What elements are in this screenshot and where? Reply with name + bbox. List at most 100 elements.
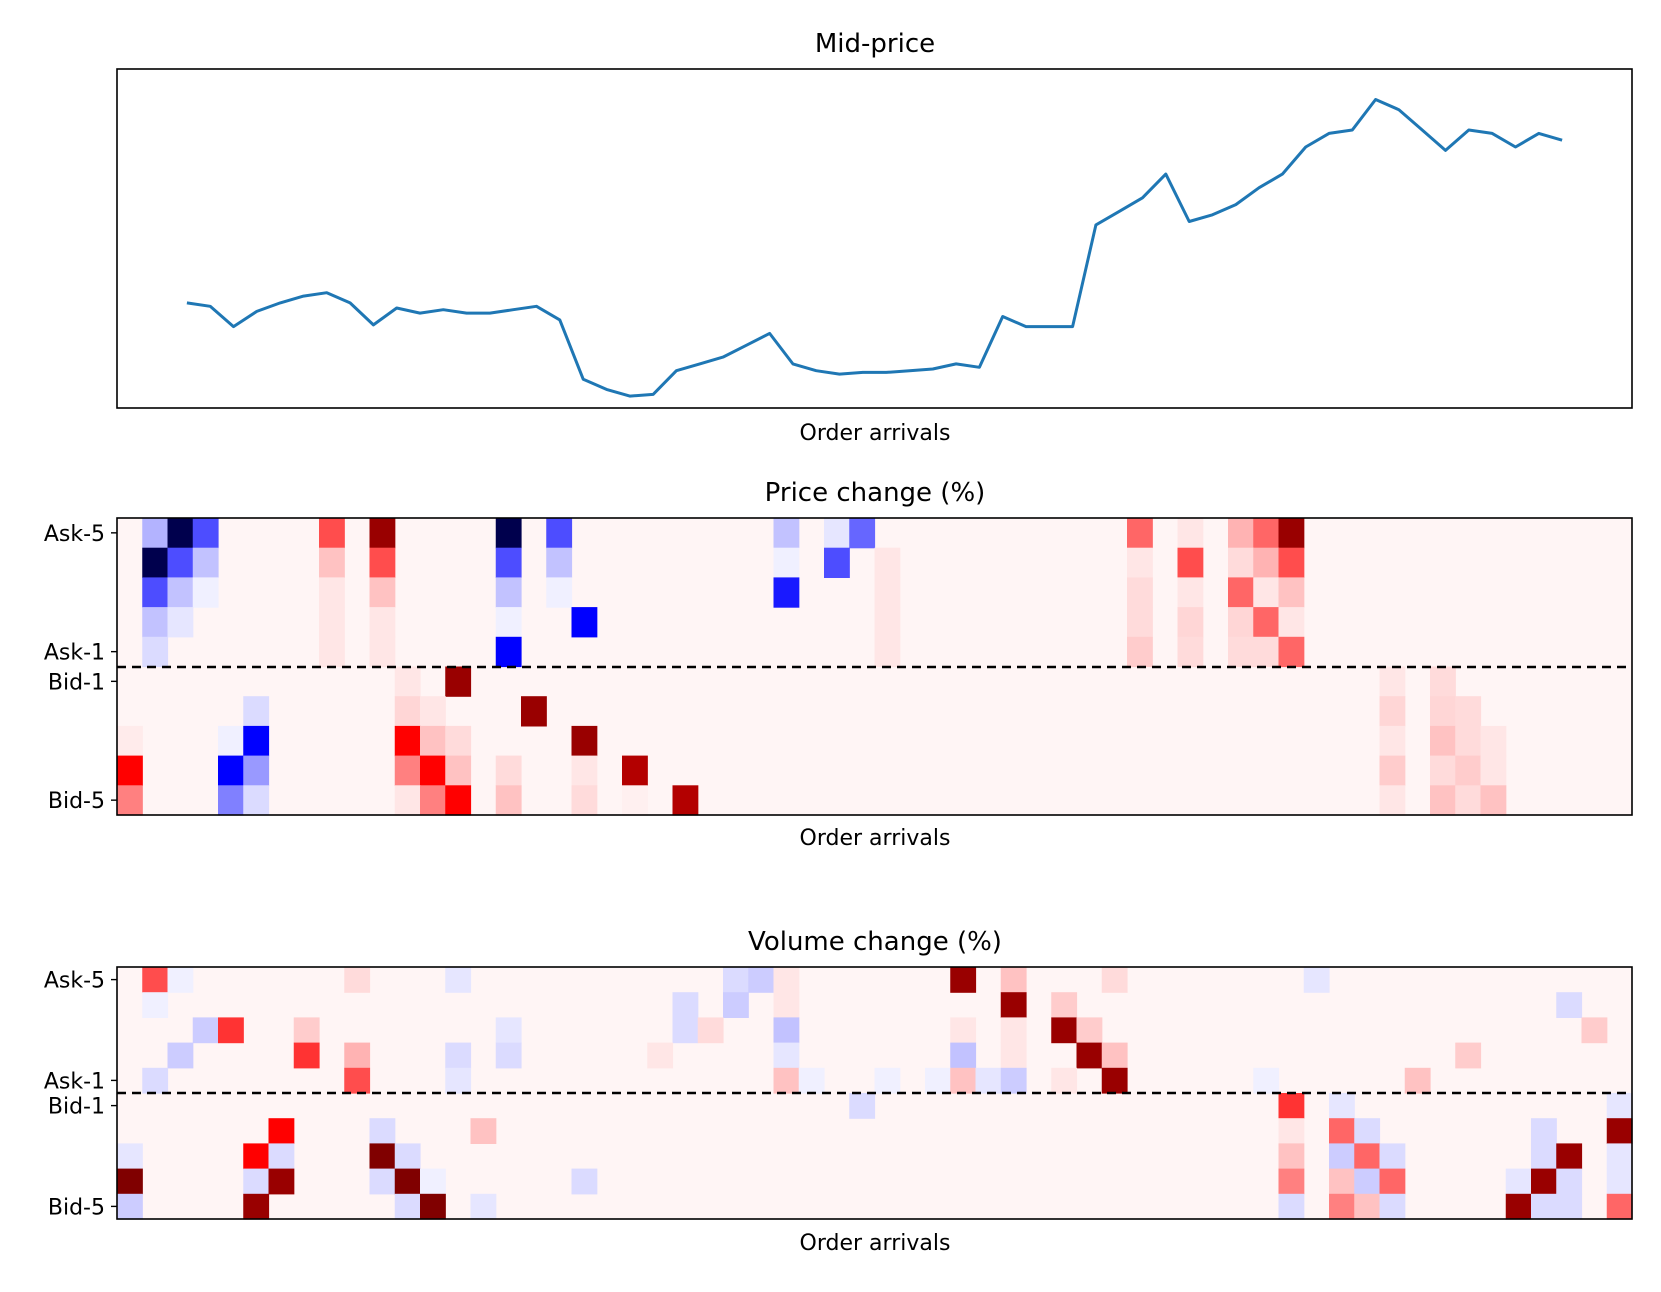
volume-change-heatmap-cell (1076, 1042, 1103, 1069)
volume-change-heatmap-cell (1606, 1118, 1633, 1144)
price-change-heatmap-cell (1228, 577, 1254, 608)
volume-change-heatmap-cell (369, 1143, 396, 1170)
midprice-xlabel: Order arrivals (800, 421, 951, 446)
volume-change-heatmap-cell (571, 1168, 598, 1195)
volume-change-heatmap-cell (1606, 1143, 1633, 1170)
midprice-series-line-0 (186, 98, 1563, 398)
volume-change-heatmap-cell (344, 1067, 371, 1094)
price-change-heatmap-cell (369, 607, 396, 638)
volume-change-heatmap-cell (470, 1193, 497, 1220)
volume-change-heatmap-cell (1000, 1042, 1027, 1069)
volume-change-heatmap-cell (647, 1042, 674, 1069)
volume-change-heatmap-cell (293, 1017, 320, 1044)
volume-change-heatmap-cell (268, 1143, 295, 1170)
price-change-ytick-label: Bid-1 (48, 670, 105, 695)
volume-change-heatmap-cell (950, 1042, 977, 1069)
price-change-heatmap-cell (218, 755, 244, 786)
volume-change-heatmap-cell (394, 1143, 421, 1170)
volume-change-heatmap-cell (1505, 1193, 1532, 1220)
price-change-heatmap-cell (1430, 696, 1456, 727)
volume-change-heatmap-cell (773, 967, 800, 993)
volume-change-title: Volume change (%) (748, 927, 1002, 957)
price-change-heatmap-cell (1228, 607, 1254, 638)
volume-change-heatmap-cell (1556, 1143, 1583, 1170)
price-change-heatmap-cell (1455, 755, 1482, 786)
volume-change-heatmap-cell (167, 1042, 194, 1069)
volume-change-heatmap-cell (975, 1067, 1002, 1094)
price-change-heatmap-cell (117, 785, 143, 816)
volume-change-heatmap-cell (1253, 1067, 1280, 1094)
volume-change-heatmap-cell (1101, 1067, 1128, 1094)
price-change-heatmap-cell (1127, 607, 1153, 638)
volume-change-heatmap-cell (1556, 1168, 1583, 1195)
volume-change-heatmap-cell (1303, 967, 1330, 993)
volume-change-heatmap-cell (1278, 1193, 1305, 1220)
volume-change-heatmap-cell (445, 1042, 472, 1069)
volume-change-heatmap-cell (117, 1143, 143, 1170)
price-change-heatmap-cell (1177, 547, 1204, 578)
price-change-heatmap-cell (546, 547, 573, 578)
price-change-heatmap-cell (495, 607, 522, 638)
price-change-heatmap-cell (874, 607, 901, 638)
price-change-xlabel: Order arrivals (800, 826, 951, 851)
volume-change-heatmap-cell (243, 1193, 270, 1220)
volume-change-heatmap-cell (1556, 992, 1583, 1018)
price-change-heatmap-cell (773, 547, 800, 578)
volume-change-heatmap-cell (950, 967, 977, 993)
volume-change-heatmap-cell (1379, 1143, 1406, 1170)
midprice-axes-frame (116, 68, 1633, 409)
volume-change-heatmap-cell (672, 1017, 699, 1044)
price-change-heatmap-cell (1253, 607, 1280, 638)
volume-change-heatmap-cell (1379, 1193, 1406, 1220)
price-change-heatmap-cell (1253, 577, 1280, 608)
volume-change-heatmap-cell (344, 1042, 371, 1069)
price-change-heatmap-cell (773, 518, 800, 549)
volume-change-heatmap-cell (142, 1067, 169, 1094)
price-change-heatmap-cell (1228, 547, 1254, 578)
volume-change-heatmap-cell (1556, 1193, 1583, 1220)
price-change-heatmap-cell (1177, 636, 1204, 668)
price-change-heatmap-cell (571, 725, 598, 757)
price-change-title: Price change (%) (765, 478, 986, 508)
volume-change-heatmap-cell (1404, 1067, 1431, 1094)
volume-change-heatmap-cell (1278, 1118, 1305, 1144)
price-change-heatmap-cell (1253, 518, 1280, 549)
price-change-heatmap-cell (167, 518, 194, 549)
price-change-heatmap-cell (1177, 577, 1204, 608)
price-change-heatmap-cell (1480, 755, 1507, 786)
price-change-heatmap-cell (445, 725, 472, 757)
volume-change-heatmap-cell (1354, 1168, 1381, 1195)
price-change-heatmap-cell (1127, 518, 1153, 549)
volume-change-heatmap-cell (1329, 1118, 1355, 1144)
volume-change-heatmap-cell (1278, 1143, 1305, 1170)
volume-change-heatmap-cell (268, 1168, 295, 1195)
volume-change-heatmap-cell (723, 967, 749, 993)
price-change-heatmap-cell (420, 755, 446, 786)
price-change-heatmap-cell (622, 755, 648, 786)
volume-change-heatmap-cell (773, 992, 800, 1018)
price-change-heatmap-cell (117, 755, 143, 786)
price-change-heatmap-cell (319, 636, 345, 668)
volume-change-heatmap-cell (1000, 1017, 1027, 1044)
price-change-heatmap-cell (1278, 577, 1305, 608)
price-change-heatmap-cell (1127, 547, 1153, 578)
price-change-heatmap-cell (192, 518, 219, 549)
price-change-heatmap-cell (1455, 725, 1482, 757)
price-change-heatmap-cell (445, 755, 472, 786)
volume-change-heatmap-cell (1455, 1042, 1482, 1069)
price-change-heatmap-cell (1278, 518, 1305, 549)
volume-change-heatmap-cell (1606, 1193, 1633, 1220)
price-change-heatmap-cell (1480, 725, 1507, 757)
volume-change-heatmap-cell (394, 1193, 421, 1220)
price-change-heatmap-cell (1278, 607, 1305, 638)
price-change-heatmap-cell (394, 666, 421, 697)
volume-change-heatmap-cell (1581, 1017, 1608, 1044)
volume-change-heatmap-cell (1051, 1067, 1078, 1094)
price-change-heatmap-cell (192, 547, 219, 578)
volume-change-xlabel: Order arrivals (800, 1231, 951, 1256)
price-change-heatmap-cell (218, 725, 244, 757)
volume-change-heatmap-cell (874, 1067, 901, 1094)
price-change-heatmap-cell (521, 696, 547, 727)
volume-change-heatmap-cell (1278, 1168, 1305, 1195)
